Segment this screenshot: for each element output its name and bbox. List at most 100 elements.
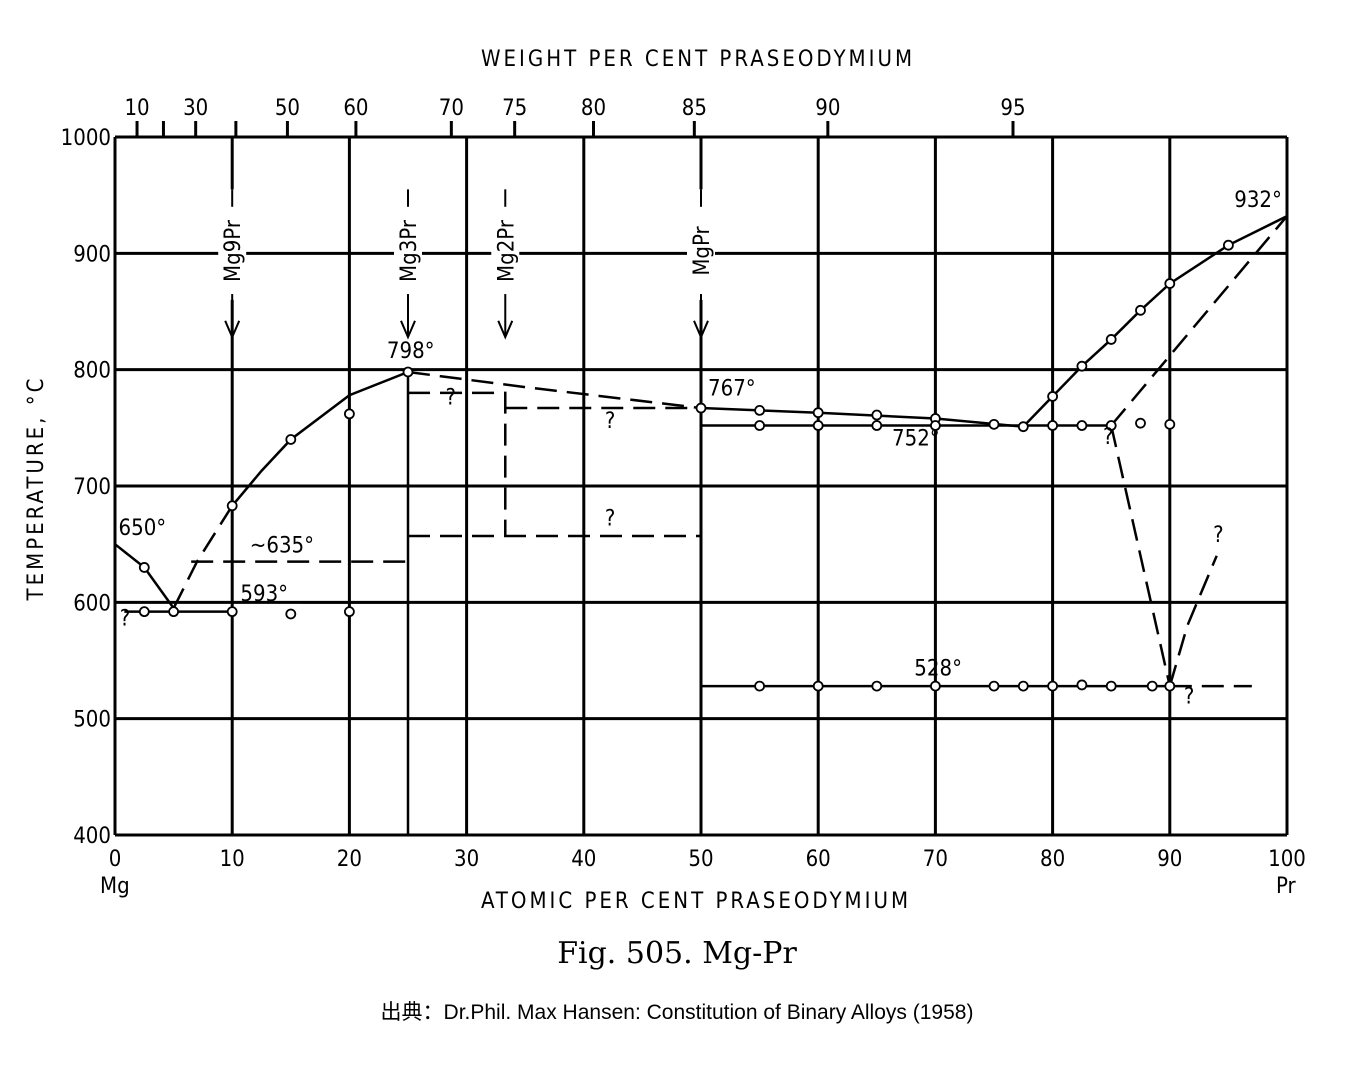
solid-phase-line — [700, 406, 1024, 428]
data-point — [754, 680, 765, 692]
data-point — [988, 680, 1000, 692]
data-point — [1135, 304, 1146, 316]
x-tick-label: 0 — [109, 847, 122, 872]
weight-tick-label: 90 — [815, 96, 840, 121]
data-point — [1105, 680, 1117, 692]
y-tick-label: 400 — [73, 824, 111, 849]
question-mark-label: ? — [446, 386, 457, 411]
dashed-phase-line — [1109, 425, 1172, 687]
weight-tick-label: 80 — [581, 96, 606, 121]
temperature-label: ~635° — [250, 533, 314, 558]
x-tick-label: 60 — [806, 847, 831, 872]
data-point — [1164, 418, 1176, 430]
figure-caption: Fig. 505. Mg-Pr — [557, 936, 797, 971]
question-mark-label: ? — [1213, 523, 1224, 548]
solid-phase-line — [1022, 214, 1288, 428]
data-point — [138, 562, 150, 573]
data-point — [285, 434, 297, 445]
question-mark-label: ? — [605, 409, 616, 434]
data-point — [138, 606, 150, 618]
data-point — [1076, 360, 1088, 372]
x-tick-label: 40 — [571, 847, 596, 872]
arrow-head-icon — [497, 320, 514, 340]
dashed-phase-line — [1168, 555, 1218, 687]
dashed-phase-line — [172, 505, 234, 609]
data-point — [1017, 680, 1029, 692]
compound-label-bg — [394, 189, 422, 300]
compound-label-bg — [218, 189, 247, 300]
x-axis-title: ATOMIC PER CENT PRASEODYMIUM — [481, 889, 911, 914]
data-point — [1076, 420, 1088, 431]
compound-label: Mg2Pr — [494, 219, 519, 282]
y-tick-label: 600 — [73, 591, 111, 616]
temperature-label: 593° — [240, 582, 288, 607]
solid-phase-line — [114, 543, 175, 609]
x-tick-label: 90 — [1157, 847, 1182, 872]
compound-label-bg — [687, 189, 715, 300]
x-tick-label: 30 — [454, 847, 479, 872]
data-point — [930, 680, 941, 692]
weight-tick-label: 50 — [275, 96, 300, 121]
temperature-label: 767° — [708, 376, 756, 401]
x-tick-label: 50 — [688, 847, 713, 872]
data-point — [695, 402, 707, 414]
arrow-head-icon — [400, 320, 416, 340]
data-point — [1164, 278, 1176, 289]
weight-tick-label: 60 — [343, 96, 368, 121]
compound-label: MgPr — [690, 225, 715, 275]
data-point — [226, 606, 238, 618]
weight-tick-label: 85 — [682, 96, 707, 121]
weight-tick-label: 75 — [502, 96, 527, 121]
data-point — [343, 606, 355, 618]
data-point — [1047, 420, 1058, 431]
dashed-phase-line — [408, 391, 507, 537]
temperature-label: 650° — [119, 516, 167, 541]
weight-tick-label: 95 — [1000, 96, 1025, 121]
top-axis-title: WEIGHT PER CENT PRASEODYMIUM — [481, 47, 915, 72]
data-point — [168, 606, 180, 618]
temperature-label: 932° — [1234, 188, 1282, 213]
question-mark-label: ? — [605, 507, 616, 532]
question-mark-label: ? — [1184, 685, 1195, 710]
data-point — [930, 420, 941, 431]
data-point — [871, 680, 883, 692]
x-tick-label: 100 — [1268, 847, 1306, 872]
data-point — [1164, 680, 1176, 692]
data-point — [285, 608, 297, 620]
data-point — [1135, 417, 1146, 429]
data-point — [1017, 421, 1029, 433]
data-point — [343, 408, 355, 420]
data-point — [812, 420, 824, 431]
question-mark-label: ? — [120, 607, 131, 632]
data-point — [812, 407, 824, 419]
data-point — [402, 366, 414, 378]
compound-label: Mg9Pr — [221, 219, 246, 282]
data-point — [226, 500, 238, 512]
y-tick-label: 800 — [73, 359, 111, 384]
x-end-label-pr: Pr — [1276, 874, 1297, 899]
y-tick-label: 1000 — [61, 126, 111, 151]
x-tick-label: 70 — [923, 847, 948, 872]
temperature-label: 528° — [914, 657, 962, 682]
x-tick-label: 20 — [337, 847, 362, 872]
y-tick-label: 900 — [73, 242, 111, 267]
y-tick-label: 700 — [73, 475, 111, 500]
weight-tick-label: 10 — [124, 96, 149, 121]
weight-tick-label: 30 — [183, 96, 208, 121]
data-point — [871, 420, 883, 431]
data-point — [754, 420, 765, 431]
weight-tick-label: 70 — [439, 96, 464, 121]
x-end-label-mg: Mg — [100, 874, 130, 899]
compound-label: Mg3Pr — [397, 219, 422, 282]
data-point — [1047, 391, 1058, 402]
dashed-phase-line — [1110, 215, 1288, 427]
dashed-phase-line — [407, 370, 702, 410]
x-tick-label: 10 — [220, 847, 245, 872]
data-point — [1223, 239, 1234, 251]
data-point — [1146, 680, 1158, 692]
question-mark-label: ? — [1103, 425, 1114, 450]
x-tick-label: 80 — [1040, 847, 1065, 872]
source-citation: 出典：Dr.Phil. Max Hansen: Constitution of … — [380, 1001, 974, 1024]
data-point — [812, 680, 824, 692]
